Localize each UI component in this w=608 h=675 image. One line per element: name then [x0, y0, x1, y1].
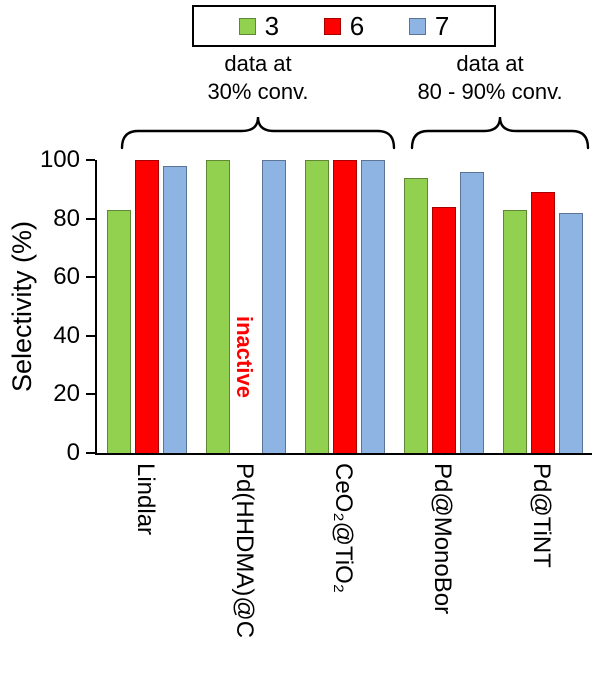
bar-series3-cat2 [304, 160, 329, 453]
annotation-30-conv-line2: 30% conv. [207, 78, 309, 104]
y-tick-label-40: 40 [53, 321, 80, 349]
bar-series3-cat1 [205, 160, 230, 453]
y-tick-mark [86, 276, 95, 279]
x-tick-label-1: Pd(HHDMA)@C [230, 463, 258, 639]
y-tick-label-100: 100 [39, 146, 80, 173]
curly-brace-left-icon [120, 116, 396, 150]
bar-series7-cat1 [261, 160, 286, 453]
annotation-80-90-conv-line1: data at [456, 51, 524, 76]
bar-series3-cat4 [502, 209, 527, 453]
curly-brace-right-icon [410, 116, 590, 150]
x-tick-label-3: Pd@MonoBor [428, 463, 456, 615]
x-tick-label-4: Pd@TiNT [527, 463, 555, 568]
y-tick-label-0: 0 [66, 439, 80, 466]
bar-series7-cat4 [558, 212, 583, 453]
annotation-80-90-conv: data at 80 - 90% conv. [390, 50, 590, 105]
y-tick-mark [86, 217, 95, 220]
bar-series7-cat2 [360, 160, 385, 453]
legend-label: 6 [349, 11, 365, 41]
y-tick-label-80: 80 [53, 204, 80, 232]
bar-series6-cat4 [530, 192, 555, 453]
y-tick-label-20: 20 [53, 380, 80, 408]
annotation-30-conv-line1: data at [224, 51, 292, 76]
bar-series3-cat3 [403, 177, 428, 453]
annotation-80-90-conv-line2: 80 - 90% conv. [417, 78, 563, 104]
y-axis-title: Selectivity (%) [7, 220, 38, 393]
legend-item-3: 3 [238, 11, 280, 41]
legend-item-7: 7 [408, 11, 450, 41]
bar-series6-cat2 [332, 160, 357, 453]
y-tick-mark [86, 334, 95, 337]
plot-area [95, 160, 592, 455]
bar-series6-cat3 [431, 206, 456, 453]
bar-series7-cat0 [162, 165, 187, 453]
bar-series7-cat3 [459, 171, 484, 453]
chart-legend: 3 6 7 [192, 5, 496, 47]
legend-swatch-icon [408, 17, 426, 35]
x-tick-label-0: Lindlar [131, 463, 159, 536]
legend-swatch-icon [238, 17, 256, 35]
legend-label: 3 [264, 11, 280, 41]
x-tick-label-2: CeO₂@TiO₂ [329, 463, 357, 594]
bar-series3-cat0 [106, 209, 131, 453]
y-tick-mark [86, 452, 95, 454]
y-tick-mark [86, 159, 95, 161]
annotation-30-conv: data at 30% conv. [158, 50, 358, 105]
bar-series6-cat0 [134, 160, 159, 453]
legend-item-6: 6 [323, 11, 365, 41]
legend-swatch-icon [323, 17, 341, 35]
y-tick-label-60: 60 [53, 263, 80, 291]
legend-label: 7 [434, 11, 450, 41]
inactive-label: inactive [231, 316, 257, 398]
y-tick-mark [86, 393, 95, 396]
